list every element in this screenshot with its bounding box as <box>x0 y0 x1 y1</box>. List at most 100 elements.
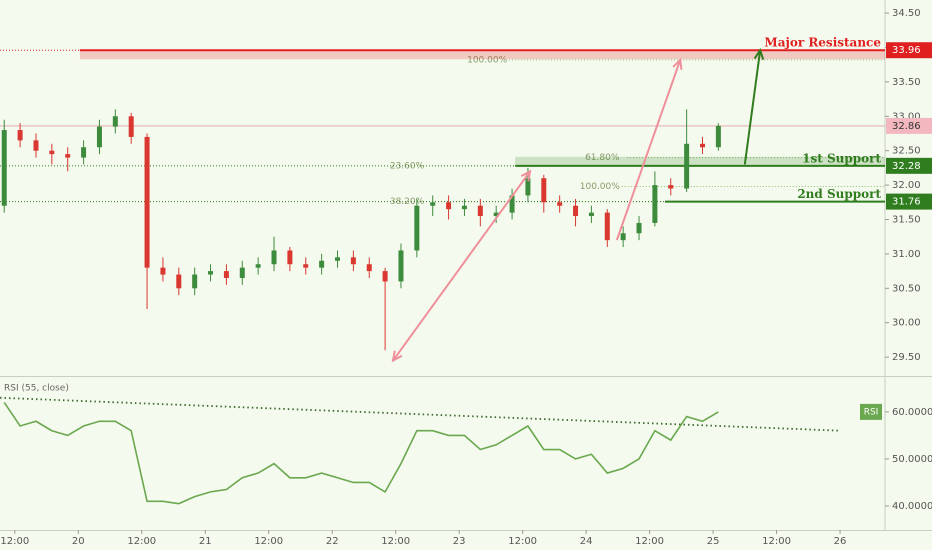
candle-body <box>541 178 547 203</box>
candle-body <box>271 250 277 265</box>
y-tick-label: 60.0000 <box>892 407 932 418</box>
candle-body <box>509 195 515 213</box>
price-tag <box>886 193 932 210</box>
price-tag <box>886 42 932 59</box>
candle-body <box>350 257 356 265</box>
candle-body <box>446 202 452 210</box>
x-tick-label: 22 <box>326 536 339 547</box>
candle-body <box>208 271 214 275</box>
y-tick-label: 33.50 <box>892 77 921 88</box>
candle-body <box>192 274 198 289</box>
arrow-head <box>391 350 403 363</box>
candle-body <box>319 260 325 268</box>
x-tick-label: 26 <box>834 536 847 547</box>
candle-body <box>398 250 404 282</box>
x-tick-label: 24 <box>580 536 593 547</box>
candle-body <box>414 205 420 251</box>
y-tick-label: 33.00 <box>892 111 921 122</box>
y-tick-label: 50.0000 <box>892 454 932 465</box>
y-tick-label: 40.0000 <box>892 501 932 512</box>
candle-body <box>223 271 229 278</box>
arrow <box>743 50 762 165</box>
pane-title: RSI (55, close) <box>4 384 69 394</box>
candle-body <box>49 150 55 155</box>
arrow <box>392 170 531 362</box>
candle-body <box>699 143 705 148</box>
candle-body <box>334 257 340 261</box>
candle-body <box>715 125 721 148</box>
candle-body <box>255 264 261 268</box>
candle-body <box>112 116 118 127</box>
candle-body <box>382 271 388 282</box>
price-tag <box>886 157 932 174</box>
x-tick-label: 12:00 <box>508 536 537 547</box>
candle-body <box>493 212 499 217</box>
price-tag-label: 33.96 <box>892 45 921 56</box>
candle-body <box>287 250 293 265</box>
candle-body <box>461 205 467 210</box>
last-price-tag <box>886 117 932 134</box>
candle-body <box>588 212 594 217</box>
legend-badge <box>860 403 882 420</box>
fib-label: 100.00% <box>467 55 507 65</box>
fib-label: 100.00% <box>580 182 620 192</box>
candle-body <box>33 140 39 151</box>
candle-body <box>65 154 71 158</box>
candle-body <box>684 143 690 189</box>
x-tick-label: 12:00 <box>635 536 664 547</box>
candle-body <box>430 202 436 206</box>
last-price-tag-label: 32.86 <box>892 121 921 132</box>
y-tick-label: 32.00 <box>892 180 921 191</box>
x-tick-label: 12:00 <box>127 536 156 547</box>
x-tick-label: 23 <box>453 536 466 547</box>
arrow-head <box>672 57 683 70</box>
y-tick-label: 30.00 <box>892 318 921 329</box>
candle-body <box>96 126 102 148</box>
candle-body <box>604 212 610 241</box>
y-tick-label: 32.50 <box>892 146 921 157</box>
rsi-line <box>3 402 719 505</box>
candle-body <box>557 202 563 206</box>
price-tag-label: 31.76 <box>892 197 921 208</box>
candle-body <box>525 178 531 196</box>
candle-body <box>303 264 309 268</box>
arrow <box>615 59 682 241</box>
x-tick-label: 20 <box>72 536 85 547</box>
candle-body <box>477 205 483 217</box>
candle-body <box>652 185 658 223</box>
arrow-head <box>520 169 532 182</box>
trendline <box>0 396 841 432</box>
y-tick-label: 29.50 <box>892 352 921 363</box>
x-tick-label: 12:00 <box>381 536 410 547</box>
candle-body <box>144 136 150 268</box>
y-tick-label: 34.50 <box>892 8 921 19</box>
x-tick-label: 12:00 <box>0 536 29 547</box>
y-tick-label: 30.50 <box>892 283 921 294</box>
arrow-head <box>753 47 765 61</box>
candle-body <box>81 147 87 158</box>
candle-body <box>366 264 372 272</box>
x-tick-label: 25 <box>707 536 720 547</box>
level-band <box>515 156 885 166</box>
price-tag-label: 32.28 <box>892 161 921 172</box>
x-tick-label: 21 <box>199 536 212 547</box>
fib-label: 38.20% <box>390 197 425 207</box>
candle-body <box>160 267 166 275</box>
candle-body <box>128 116 134 137</box>
x-tick-label: 12:00 <box>254 536 283 547</box>
candle-body <box>1 130 7 206</box>
y-tick-label: 31.00 <box>892 249 921 260</box>
fib-label: 61.80% <box>585 153 620 163</box>
candle-body <box>668 185 674 189</box>
legend-label: RSI <box>864 407 879 417</box>
level-label: 2nd Support <box>797 187 881 201</box>
candle-body <box>17 130 23 141</box>
candle-body <box>573 205 579 217</box>
level-label: 1st Support <box>802 151 881 165</box>
y-tick-label: 31.50 <box>892 214 921 225</box>
candle-body <box>636 222 642 234</box>
candle-body <box>176 274 182 289</box>
candle-body <box>239 267 245 278</box>
